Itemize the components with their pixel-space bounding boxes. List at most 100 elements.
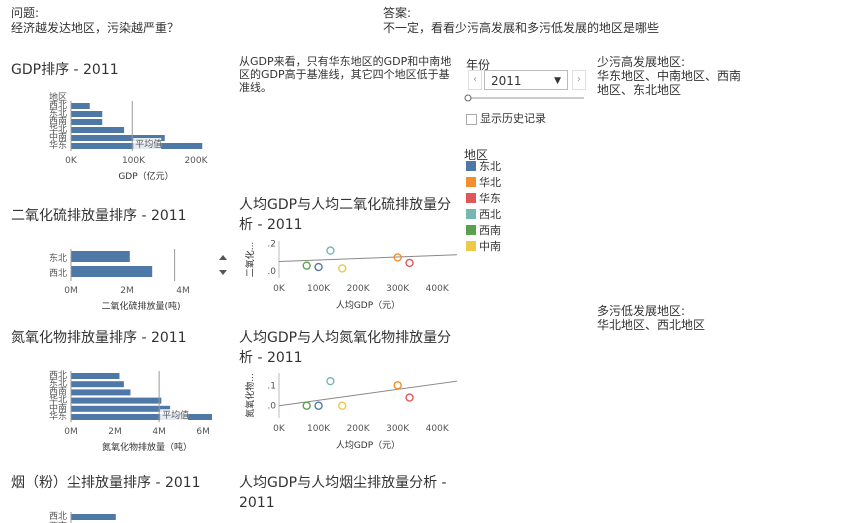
x-tick-label: 0M [64, 286, 78, 296]
scroll-down-icon [219, 270, 227, 275]
scatter-point [302, 261, 311, 270]
caret-down-icon: ▼ [554, 76, 561, 86]
low-pollution-box: 少污高发展地区: 华东地区、中南地区、西南地区、东北地区 [597, 55, 747, 97]
so2-rank-title: 二氧化硫排放量排序 - 2011 [11, 208, 187, 224]
legend-label: 西南 [479, 224, 501, 237]
x-tick-label: 4M [152, 427, 166, 437]
low-pollution-text: 华东地区、中南地区、西南地区、东北地区 [597, 69, 742, 97]
x-tick-label: 200K [184, 156, 208, 166]
bar-category-label: 西南 [49, 115, 67, 127]
bar [71, 251, 130, 262]
year-slider[interactable] [464, 92, 586, 104]
average-label-bg [133, 138, 162, 149]
bar [71, 389, 131, 396]
legend-item[interactable]: 西北 [466, 209, 501, 221]
x-tick-label: 200K [347, 424, 371, 434]
dust-scatter-title: 人均GDP与人均烟尘排放量分析 - 2011 [239, 475, 447, 511]
bar-category-label: 中南 [49, 402, 67, 414]
bar-category-label: 西北 [49, 100, 67, 111]
year-next-button[interactable]: › [572, 70, 586, 90]
y-tick-label: .1 [267, 381, 276, 391]
x-tick-label: 0K [273, 284, 286, 294]
gdp-rank-title: GDP排序 - 2011 [11, 62, 119, 78]
year-filter-label: 年份 [466, 58, 491, 72]
dust-rank-title: 烟（粉）尘排放量排序 - 2011 [11, 475, 201, 491]
bar [71, 127, 125, 133]
so2-scrollbar[interactable] [216, 250, 230, 280]
legend-label: 华东 [479, 192, 501, 205]
legend-swatch [466, 161, 476, 171]
legend-label: 华北 [479, 176, 501, 189]
bar [71, 405, 171, 412]
average-label-bg [160, 409, 189, 421]
bar-category-label: 西南 [49, 520, 67, 523]
no-scatter-title: 人均GDP与人均氮氧化物排放量分析 - 2011 [239, 330, 452, 366]
no-rank-title: 氮氧化物排放量排序 - 2011 [11, 330, 187, 346]
bar-category-label: 中南 [49, 131, 67, 143]
legend-item[interactable]: 西南 [466, 225, 501, 237]
bar-category-label: 华北 [49, 394, 67, 406]
legend-item[interactable]: 东北 [466, 161, 501, 173]
slider-handle[interactable] [464, 94, 472, 102]
y-tick-label: .0 [267, 402, 276, 412]
bar [71, 119, 103, 125]
chevron-left-icon: ‹ [473, 74, 477, 85]
bar [71, 111, 103, 117]
x-tick-label: 100K [307, 424, 331, 434]
no-scatter-chart[interactable]: 0K 100K 200K 300K 400K .0 .1 人均GDP（元） 氮氧化物... [239, 368, 459, 458]
y-axis-title: 氮氧化物... [244, 373, 256, 418]
x-tick-label: 2M [108, 427, 122, 437]
scatter-point [393, 381, 402, 390]
so2-scatter-chart[interactable]: 0K 100K 200K 300K 400K .0 .2 人均GDP（元） 二氧化... [239, 236, 459, 316]
scatter-point [405, 258, 414, 268]
bar [71, 414, 212, 420]
year-select-value: 2011 [491, 74, 522, 88]
high-pollution-text: 华北地区、西北地区 [597, 318, 706, 332]
checkbox-icon[interactable] [466, 113, 477, 125]
bar-category-label: 西北 [49, 370, 67, 381]
legend-item[interactable]: 华东 [466, 193, 501, 205]
x-axis-title: 二氧化硫排放量(吨) [101, 300, 180, 310]
bar [71, 381, 124, 388]
answer-text: 不一定，看看少污高发展和多污低发展的地区是哪些 [383, 21, 660, 35]
bar-category-label: 东北 [49, 377, 67, 389]
x-tick-label: 6M [196, 427, 210, 437]
legend-item[interactable]: 中南 [466, 241, 501, 253]
x-tick-label: 300K [386, 424, 410, 434]
bar-category-label: 东北 [49, 107, 67, 119]
scroll-up-icon [219, 255, 227, 260]
x-tick-label: 400K [426, 424, 450, 434]
x-tick-label: 100K [122, 156, 146, 166]
legend-swatch [466, 225, 476, 235]
bar-category-label: 西北 [49, 268, 67, 279]
bar [71, 373, 120, 379]
x-axis-title: 人均GDP（元） [336, 439, 400, 451]
x-tick-label: 0M [64, 427, 78, 437]
legend-swatch [466, 209, 476, 219]
scatter-point [338, 264, 347, 273]
legend-item[interactable]: 华北 [466, 177, 501, 189]
legend-label: 东北 [479, 160, 501, 173]
chevron-right-icon: › [577, 74, 581, 85]
low-pollution-title: 少污高发展地区: [597, 55, 686, 69]
bar-category-label: 华北 [49, 123, 67, 135]
scatter-point [326, 376, 335, 386]
scatter-point [326, 246, 335, 255]
year-prev-button[interactable]: ‹ [468, 70, 482, 90]
x-tick-label: 100K [307, 284, 331, 294]
scatter-point [338, 401, 347, 410]
history-toggle[interactable]: 显示历史记录 [466, 110, 546, 126]
x-tick-label: 0K [273, 424, 286, 434]
year-select[interactable]: 2011 ▼ [484, 70, 568, 90]
question-text: 经济越发达地区，污染越严重？ [11, 21, 180, 35]
x-tick-label: 300K [386, 284, 410, 294]
so2-scatter-title: 人均GDP与人均二氧化硫排放量分析 - 2011 [239, 197, 452, 233]
scatter-point [314, 262, 323, 272]
axis-header: 地区 [49, 91, 67, 103]
x-axis-title: 氮氧化物排放量（吨） [102, 441, 192, 453]
average-label: 平均值 [135, 138, 162, 150]
